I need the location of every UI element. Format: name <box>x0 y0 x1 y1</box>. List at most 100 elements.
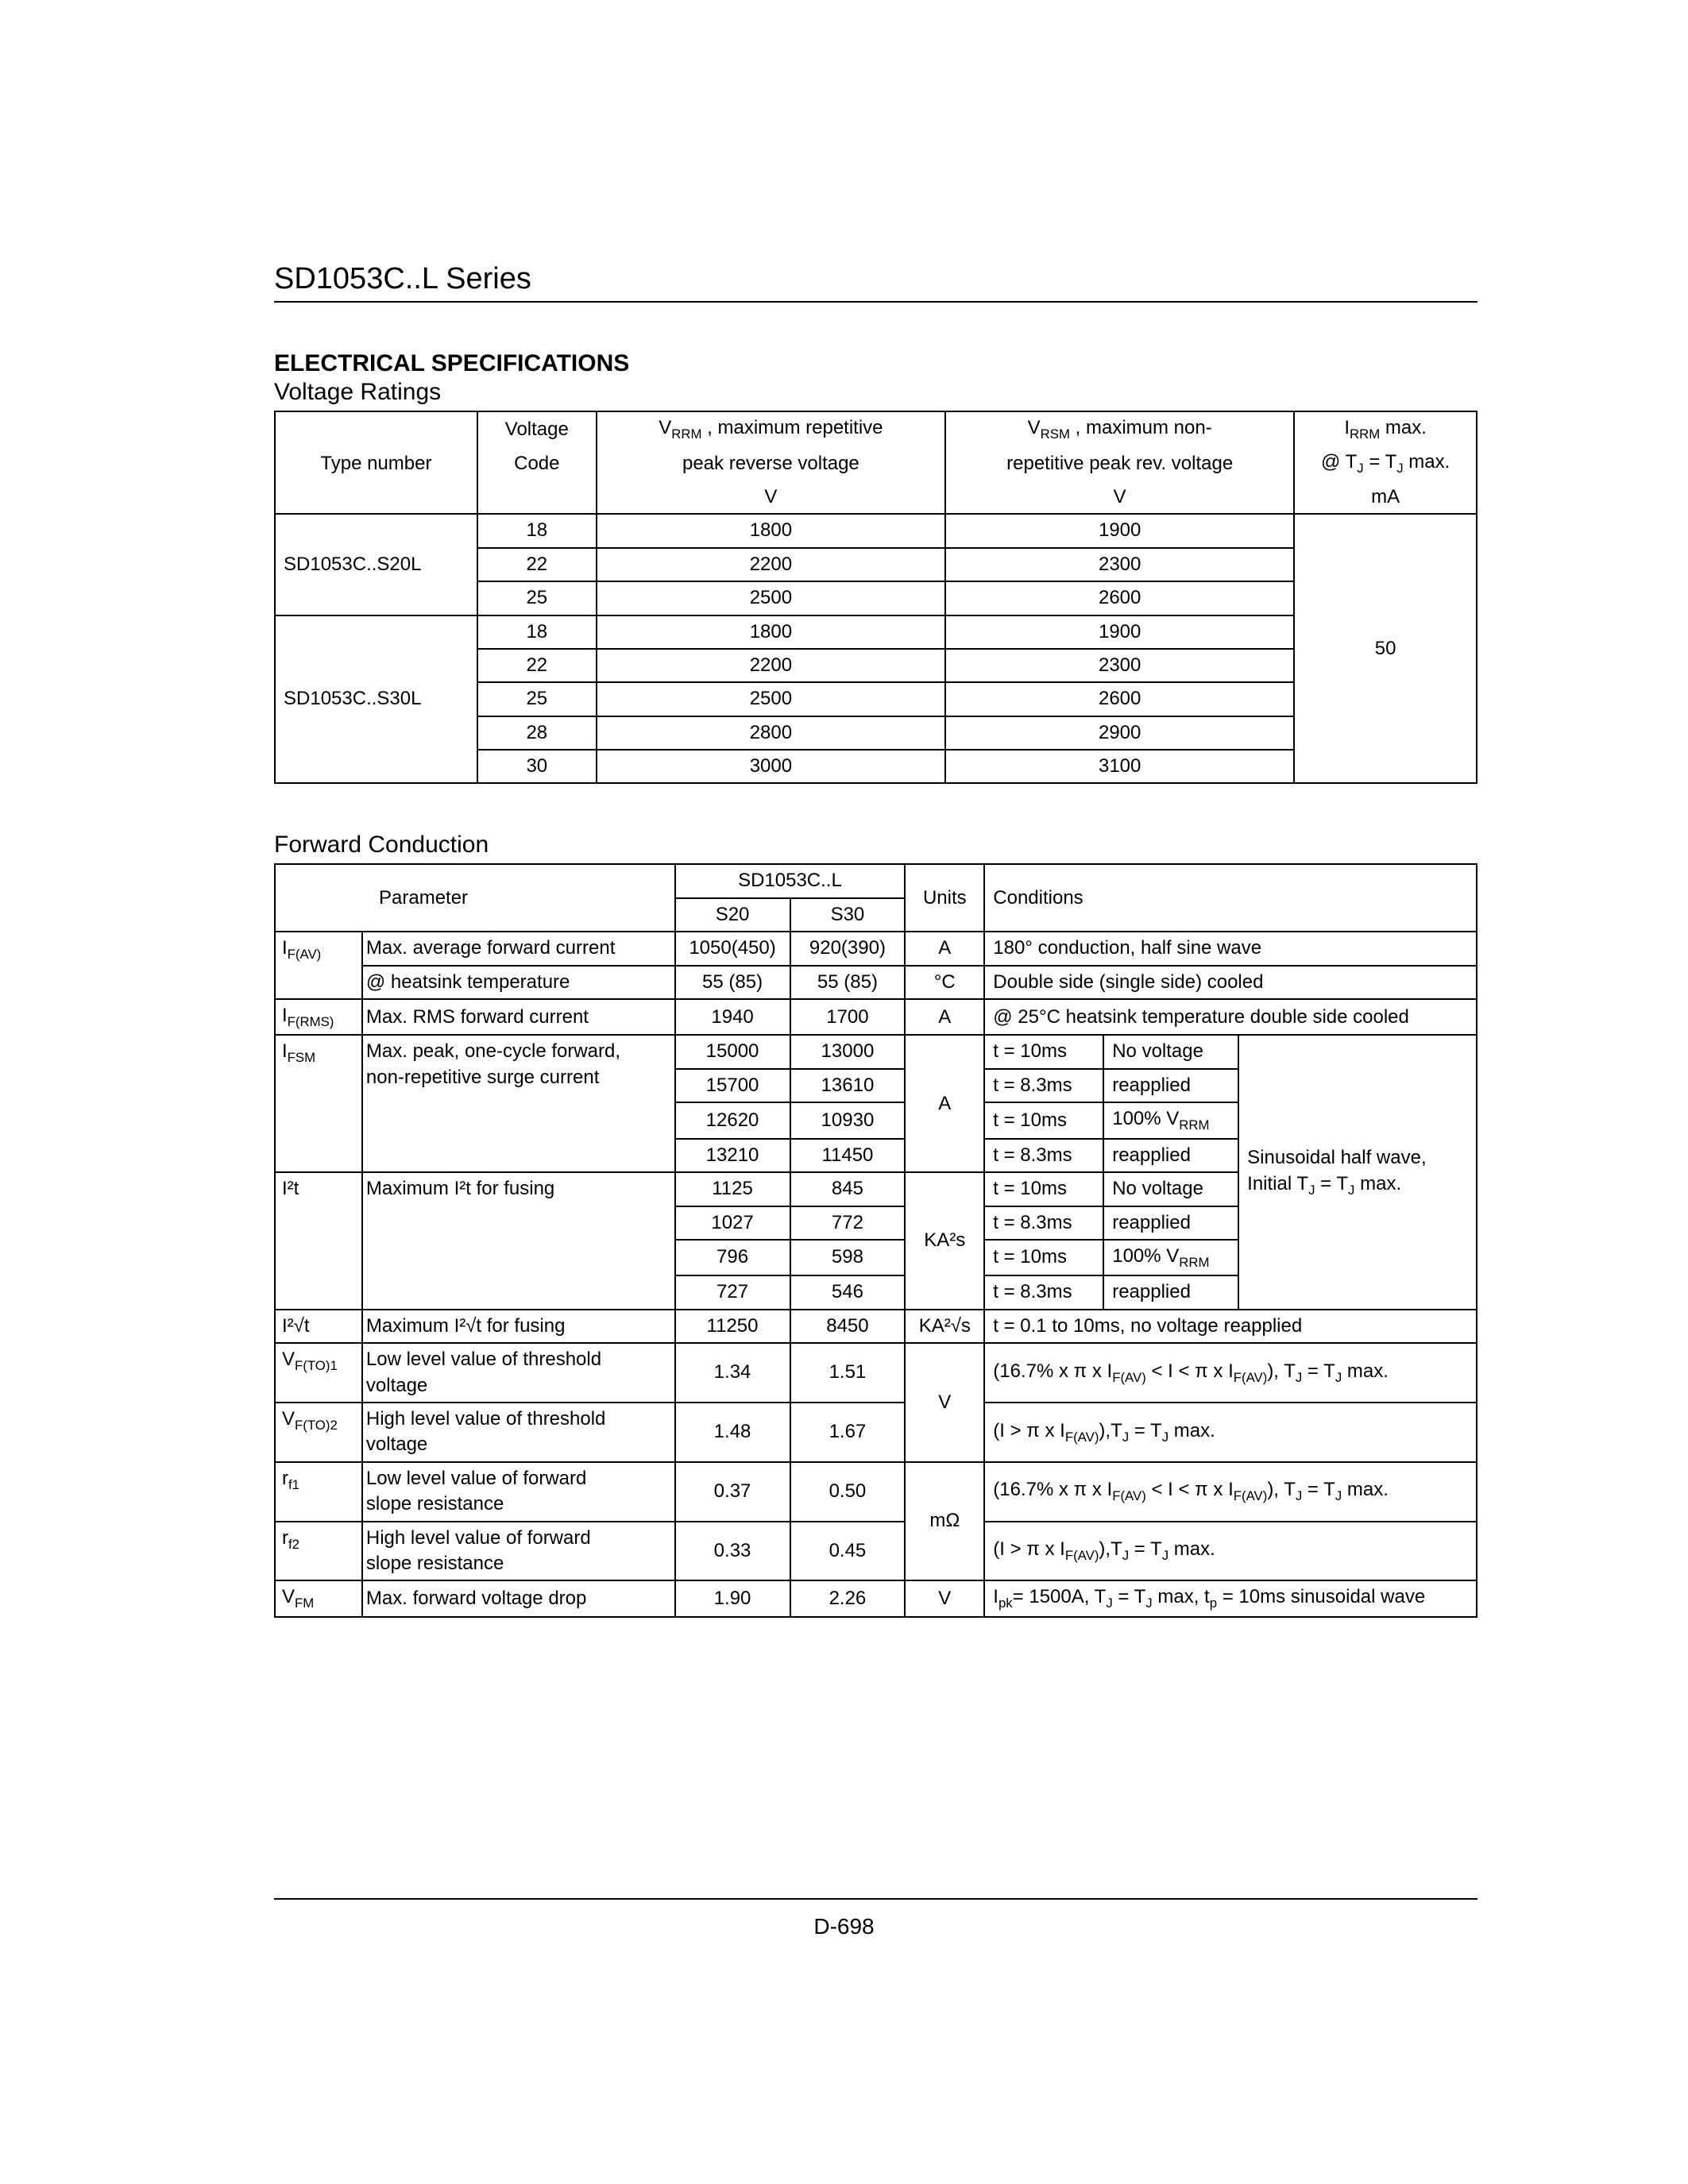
value-s20: 0.33 <box>675 1522 790 1581</box>
condition-note: 100% VRRM <box>1103 1240 1238 1275</box>
value-s20: 796 <box>675 1240 790 1275</box>
col-header-parameter: Parameter <box>275 864 675 932</box>
page-number: D-698 <box>0 1914 1688 1939</box>
value-s30: 0.45 <box>790 1522 906 1581</box>
value-s20: 15700 <box>675 1069 790 1102</box>
condition: (16.7% x π x IF(AV) < I < π x IF(AV)), T… <box>984 1343 1477 1403</box>
vrrm-value: 1800 <box>597 514 945 547</box>
value-s20: 13210 <box>675 1139 790 1172</box>
condition-time: t = 8.3ms <box>984 1206 1103 1240</box>
table-row: Parameter SD1053C..L Units Conditions <box>275 864 1477 897</box>
unit: V <box>905 1580 984 1616</box>
unit: A <box>905 1035 984 1172</box>
col-header-type <box>275 411 477 446</box>
condition-time: t = 10ms <box>984 1102 1103 1138</box>
value-s30: 2.26 <box>790 1580 906 1616</box>
table-row: V V mA <box>275 481 1477 514</box>
table-row: IF(RMS) Max. RMS forward current 1940 17… <box>275 999 1477 1035</box>
value-s30: 1.67 <box>790 1403 906 1462</box>
col-header-units: Units <box>905 864 984 932</box>
irrm-value: 50 <box>1294 514 1477 783</box>
param-symbol: I²√t <box>275 1310 362 1343</box>
unit-v: V <box>597 481 945 514</box>
voltage-code: 25 <box>477 682 597 716</box>
unit: mΩ <box>905 1462 984 1581</box>
vrrm-value: 3000 <box>597 750 945 783</box>
value-s30: 920(390) <box>790 932 906 965</box>
unit-ma: mA <box>1294 481 1477 514</box>
param-symbol: rf1 <box>275 1462 362 1522</box>
condition: (16.7% x π x IF(AV) < I < π x IF(AV)), T… <box>984 1462 1477 1522</box>
value-s30: 8450 <box>790 1310 906 1343</box>
param-symbol: VF(TO)2 <box>275 1403 362 1462</box>
vrsm-value: 1900 <box>945 514 1294 547</box>
voltage-code: 28 <box>477 716 597 750</box>
value-s30: 845 <box>790 1172 906 1206</box>
vrsm-value: 2900 <box>945 716 1294 750</box>
condition: Ipk= 1500A, TJ = TJ max, tp = 10ms sinus… <box>984 1580 1477 1616</box>
table-row: rf2 High level value of forwardslope res… <box>275 1522 1477 1581</box>
voltage-code: 22 <box>477 548 597 581</box>
col-header-s30: S30 <box>790 898 906 932</box>
param-symbol: VF(TO)1 <box>275 1343 362 1403</box>
voltage-code: 18 <box>477 514 597 547</box>
forward-conduction-table: Parameter SD1053C..L Units Conditions S2… <box>274 863 1477 1617</box>
col-header-code: Voltage <box>477 411 597 446</box>
param-symbol: IF(RMS) <box>275 999 362 1035</box>
value-s20: 1.48 <box>675 1403 790 1462</box>
param-desc: Max. RMS forward current <box>362 999 675 1035</box>
table-row: @ heatsink temperature 55 (85) 55 (85) °… <box>275 966 1477 999</box>
value-s20: 11250 <box>675 1310 790 1343</box>
condition-note: reapplied <box>1103 1139 1238 1172</box>
value-s30: 546 <box>790 1275 906 1309</box>
value-s20: 55 (85) <box>675 966 790 999</box>
param-desc: Maximum I²√t for fusing <box>362 1310 675 1343</box>
param-desc: @ heatsink temperature <box>362 966 675 999</box>
type-number: SD1053C..S30L <box>275 615 477 784</box>
condition-time: t = 8.3ms <box>984 1069 1103 1102</box>
condition-note: reapplied <box>1103 1206 1238 1240</box>
param-desc: Low level value of forwardslope resistan… <box>362 1462 675 1522</box>
value-s20: 1940 <box>675 999 790 1035</box>
col-header-irrm-label: @ TJ = TJ max. <box>1294 446 1477 480</box>
param-desc: High level value of forwardslope resista… <box>362 1522 675 1581</box>
voltage-code: 30 <box>477 750 597 783</box>
table-row: IF(AV) Max. average forward current 1050… <box>275 932 1477 965</box>
param-symbol: rf2 <box>275 1522 362 1581</box>
vrrm-value: 2500 <box>597 581 945 615</box>
value-s20: 15000 <box>675 1035 790 1068</box>
param-symbol: I²t <box>275 1172 362 1310</box>
col-header-vrsm-label: repetitive peak rev. voltage <box>945 446 1294 480</box>
table-row: Voltage VRRM , maximum repetitive VRSM ,… <box>275 411 1477 446</box>
vrsm-value: 3100 <box>945 750 1294 783</box>
table-row: IFSM Max. peak, one-cycle forward,non-re… <box>275 1035 1477 1068</box>
col-header-device: SD1053C..L <box>675 864 906 897</box>
vrsm-value: 2600 <box>945 581 1294 615</box>
voltage-ratings-heading: Voltage Ratings <box>274 379 1477 406</box>
value-s30: 11450 <box>790 1139 906 1172</box>
condition-note: 100% VRRM <box>1103 1102 1238 1138</box>
electrical-heading: ELECTRICAL SPECIFICATIONS <box>274 350 1477 377</box>
param-desc: Low level value of thresholdvoltage <box>362 1343 675 1403</box>
condition-note: No voltage <box>1103 1035 1238 1068</box>
value-s30: 10930 <box>790 1102 906 1138</box>
condition: t = 0.1 to 10ms, no voltage reapplied <box>984 1310 1477 1343</box>
value-s20: 1050(450) <box>675 932 790 965</box>
value-s20: 1.34 <box>675 1343 790 1403</box>
value-s30: 598 <box>790 1240 906 1275</box>
col-header-vrrm-label: peak reverse voltage <box>597 446 945 480</box>
param-desc: Max. peak, one-cycle forward,non-repetit… <box>362 1035 675 1172</box>
voltage-code: 18 <box>477 615 597 649</box>
col-header-irrm: IRRM max. <box>1294 411 1477 446</box>
col-header-vrrm: VRRM , maximum repetitive <box>597 411 945 446</box>
vrsm-value: 2300 <box>945 649 1294 682</box>
param-desc: Max. forward voltage drop <box>362 1580 675 1616</box>
condition: (I > π x IF(AV)),TJ = TJ max. <box>984 1522 1477 1581</box>
param-symbol: IFSM <box>275 1035 362 1172</box>
condition-time: t = 10ms <box>984 1240 1103 1275</box>
condition-side: Sinusoidal half wave,Initial TJ = TJ max… <box>1238 1035 1477 1309</box>
value-s20: 1.90 <box>675 1580 790 1616</box>
table-row: Type number Code peak reverse voltage re… <box>275 446 1477 480</box>
forward-conduction-heading: Forward Conduction <box>274 832 1477 859</box>
value-s20: 12620 <box>675 1102 790 1138</box>
